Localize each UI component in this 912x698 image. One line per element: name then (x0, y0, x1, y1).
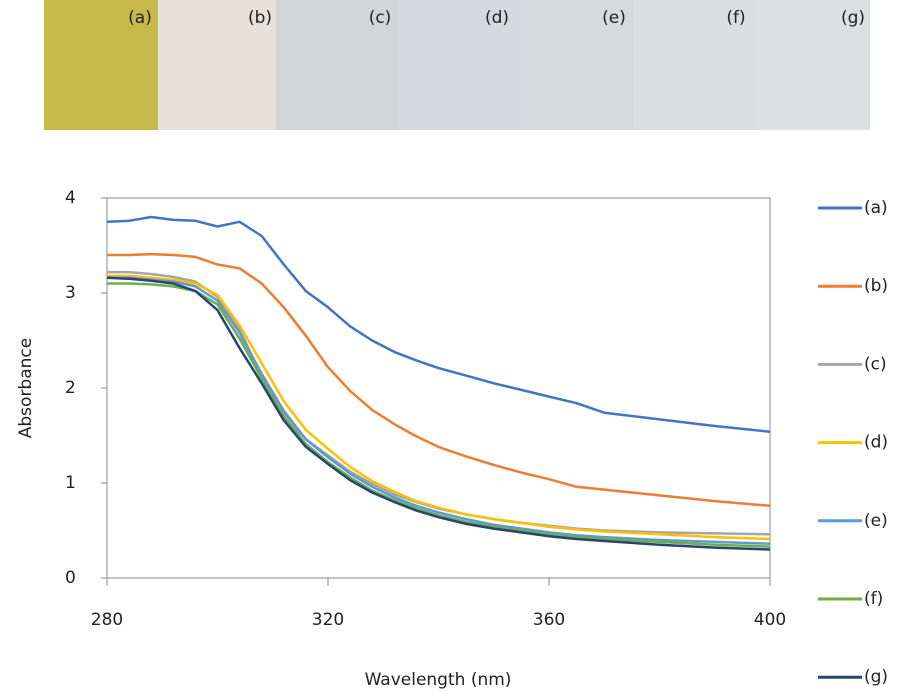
y-tick-label: 1 (65, 473, 76, 493)
x-tick-label: 320 (312, 610, 344, 630)
plot-frame (107, 198, 770, 578)
photo-label: (a) (128, 8, 152, 28)
legend-label: (e) (864, 511, 888, 531)
series-line (107, 254, 770, 506)
series-line (107, 276, 770, 539)
legend-label: (f) (864, 589, 883, 609)
x-axis-title: Wavelength (nm) (365, 670, 512, 690)
legend-label: (a) (864, 198, 888, 218)
y-tick-label: 0 (65, 568, 76, 588)
legend-label: (d) (864, 433, 888, 453)
x-tick-label: 280 (91, 610, 123, 630)
photo-label: (g) (841, 8, 865, 28)
chart: Absorbance Wavelength (nm) (a) (b) (c) (d) (… (0, 0, 912, 694)
photo-strip (44, 0, 870, 130)
photo-label: (f) (726, 8, 745, 28)
legend-label: (b) (864, 276, 888, 296)
y-tick-label: 4 (65, 188, 76, 208)
photo-label: (d) (485, 8, 509, 28)
series-line (107, 217, 770, 432)
series-line (107, 278, 770, 544)
y-tick-label: 3 (65, 283, 76, 303)
photo-label: (c) (369, 8, 392, 28)
series-line (107, 272, 770, 534)
x-tick-label: 400 (754, 610, 786, 630)
x-tick-label: 360 (533, 610, 565, 630)
legend-label: (g) (864, 667, 888, 687)
legend-label: (c) (864, 354, 887, 374)
y-tick-label: 2 (65, 378, 76, 398)
photo-label: (e) (602, 8, 626, 28)
y-axis-title: Absorbance (16, 338, 36, 438)
photo-label: (b) (248, 8, 272, 28)
